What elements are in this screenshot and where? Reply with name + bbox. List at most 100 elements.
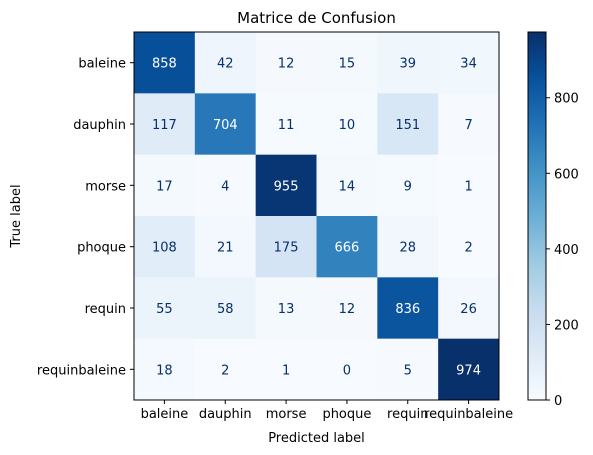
heatmap-cell [134, 93, 196, 156]
heatmap-cell [134, 216, 196, 278]
cell-value-label: 117 [152, 118, 177, 133]
colorbar [527, 31, 547, 401]
cell-value-label: 2 [221, 363, 229, 378]
x-tick-label: morse [266, 407, 307, 422]
cell-value-label: 11 [278, 118, 295, 133]
heatmap-cell [377, 216, 439, 278]
heatmap-cell [194, 154, 257, 217]
cell-value-label: 12 [339, 302, 356, 317]
heatmap-cell [134, 154, 196, 217]
cell-value-label: 21 [217, 241, 234, 256]
heatmap-cell [194, 93, 257, 156]
heatmap-cell [377, 32, 439, 94]
heatmap-cell [438, 338, 500, 401]
heatmap-cell [377, 154, 439, 217]
y-tick-label: requinbaleine [37, 363, 126, 378]
cell-value-label: 39 [399, 57, 416, 72]
cell-value-label: 12 [278, 57, 295, 72]
y-tick-label: requin [85, 302, 126, 317]
colorbar-tick-label: 200 [554, 318, 579, 333]
x-tick-label: dauphin [199, 407, 252, 422]
heatmap-cell [377, 338, 439, 401]
heatmap-cell [255, 93, 317, 156]
heatmap-cell [134, 32, 196, 94]
heatmap-cell [438, 93, 500, 156]
colorbar-tick-label: 0 [554, 394, 562, 409]
cell-value-label: 18 [156, 363, 173, 378]
cell-value-label: 42 [217, 57, 234, 72]
cell-value-label: 4 [221, 179, 229, 194]
cell-value-label: 108 [152, 241, 177, 256]
cell-value-label: 17 [156, 179, 173, 194]
cell-value-label: 151 [395, 118, 420, 133]
x-tick-label: requin [387, 407, 428, 422]
cell-value-label: 1 [464, 179, 472, 194]
chart-title: Matrice de Confusion [237, 9, 396, 27]
heatmap-cell [316, 154, 378, 217]
cell-value-label: 55 [156, 302, 173, 317]
cell-value-label: 58 [217, 302, 234, 317]
x-axis-ticks: baleine dauphin morse phoque requinrequinbal… [141, 400, 513, 422]
colorbar-tick-label: 600 [554, 167, 579, 182]
heatmap-cell [255, 32, 317, 94]
heatmap-cell [377, 277, 439, 340]
heatmap-cell [255, 154, 317, 217]
heatmap-cell [316, 93, 378, 156]
colorbar-tick-label: 400 [554, 243, 579, 258]
cell-value-label: 15 [339, 57, 356, 72]
heatmap-cells [134, 32, 500, 401]
cell-value-label: 175 [274, 241, 299, 256]
cell-value-label: 974 [456, 363, 481, 378]
cell-value-label: 26 [460, 302, 477, 317]
x-tick-label: requinbaleine [424, 407, 513, 422]
x-tick-label: phoque [322, 407, 371, 422]
x-tick-label: baleine [141, 407, 189, 422]
heatmap-cell [134, 338, 196, 401]
heatmap-cell [438, 216, 500, 278]
heatmap-cell [255, 338, 317, 401]
heatmap-cell [316, 216, 378, 278]
cell-value-label: 14 [339, 179, 356, 194]
heatmap-cell [438, 32, 500, 94]
heatmap-cell [194, 216, 257, 278]
heatmap-cell [194, 277, 257, 340]
plot-frame [133, 31, 500, 401]
cell-value-label: 704 [213, 118, 238, 133]
cell-value-label: 9 [404, 179, 412, 194]
cell-value-label: 666 [335, 241, 360, 256]
heatmap-cell [377, 93, 439, 156]
heatmap-cell [316, 277, 378, 340]
y-axis-label: True label [9, 184, 24, 248]
cell-value-label: 28 [399, 241, 416, 256]
heatmap-cell [134, 277, 196, 340]
cell-value-label: 10 [339, 118, 356, 133]
heatmap-cell [255, 216, 317, 278]
heatmap-cell [194, 338, 257, 401]
x-axis-label: Predicted label [268, 431, 365, 446]
cell-value-label: 0 [343, 363, 351, 378]
y-tick-label: morse [85, 179, 126, 194]
y-axis-ticks: baleine dauphin morse phoque requin requinbal… [37, 57, 134, 378]
heatmap-cell [438, 154, 500, 217]
cell-value-label: 1 [282, 363, 290, 378]
cell-value-label: 13 [278, 302, 295, 317]
cell-value-label: 5 [404, 363, 412, 378]
heatmap-cell [438, 277, 500, 340]
heatmap-cell [255, 277, 317, 340]
heatmap-cell [316, 338, 378, 401]
y-tick-label: dauphin [73, 118, 126, 133]
cell-value-label: 955 [274, 179, 299, 194]
colorbar-tick-label: 800 [554, 92, 579, 107]
colorbar-ticks: 0 200 400 600 800 [546, 92, 579, 409]
y-tick-label: baleine [78, 57, 126, 72]
cell-value-label: 836 [395, 302, 420, 317]
y-tick-label: phoque [77, 241, 126, 256]
heatmap-cell [194, 32, 257, 94]
cell-value-label: 858 [152, 57, 177, 72]
heatmap-cell [316, 32, 378, 94]
cell-value-label: 7 [464, 118, 472, 133]
cell-value-label: 2 [464, 241, 472, 256]
cell-value-label: 34 [460, 57, 477, 72]
